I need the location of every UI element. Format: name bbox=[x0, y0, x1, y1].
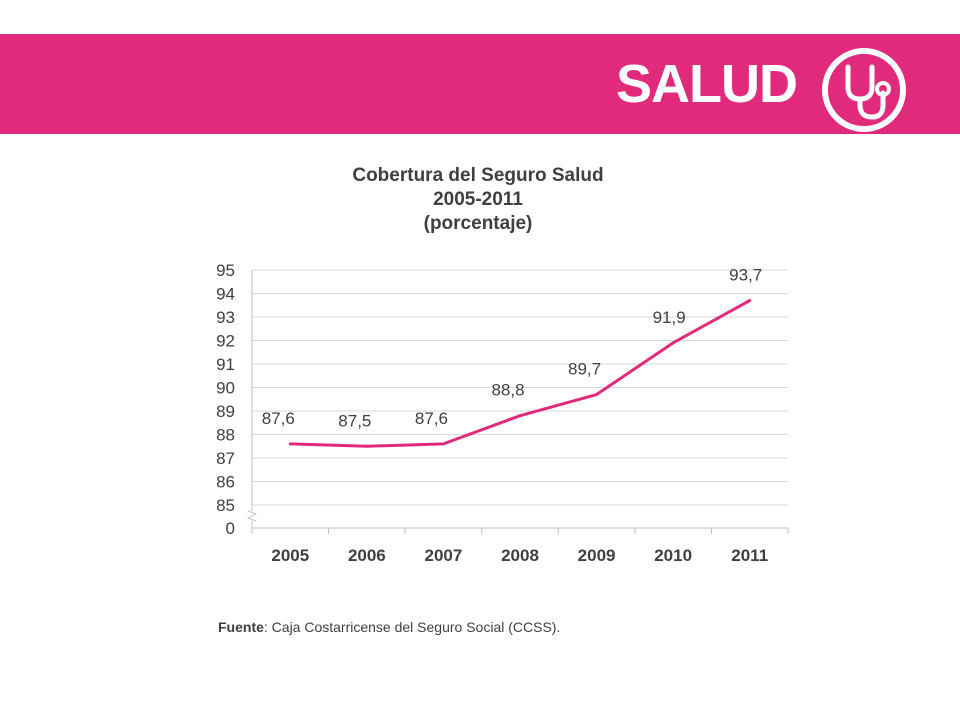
y-tick-label: 0 bbox=[226, 519, 235, 538]
y-tick-label: 85 bbox=[216, 496, 235, 515]
x-tick-label: 2008 bbox=[501, 546, 539, 565]
y-tick-label: 93 bbox=[216, 308, 235, 327]
x-tick-label: 2007 bbox=[425, 546, 463, 565]
x-tick-label: 2010 bbox=[654, 546, 692, 565]
data-label: 87,6 bbox=[415, 409, 448, 428]
data-label: 91,9 bbox=[653, 308, 686, 327]
data-point bbox=[441, 442, 445, 446]
data-label: 87,5 bbox=[338, 411, 371, 430]
data-point bbox=[595, 393, 599, 397]
y-tick-label: 92 bbox=[216, 332, 235, 351]
chart-title: Cobertura del Seguro Salud 2005-2011 (po… bbox=[300, 164, 656, 236]
y-tick-label: 91 bbox=[216, 355, 235, 374]
source-text: : Caja Costarricense del Seguro Social (… bbox=[263, 619, 561, 635]
y-tick-label: 94 bbox=[216, 285, 235, 304]
data-label: 88,8 bbox=[491, 381, 524, 400]
chart-title-line-3: (porcentaje) bbox=[423, 213, 533, 234]
y-tick-label: 95 bbox=[216, 261, 235, 280]
data-label: 93,7 bbox=[729, 266, 762, 285]
y-tick-label: 87 bbox=[216, 449, 235, 468]
data-point bbox=[671, 341, 675, 345]
source-label: Fuente bbox=[218, 619, 264, 635]
data-point bbox=[365, 444, 369, 448]
x-tick-label: 2005 bbox=[271, 546, 309, 565]
x-tick-label: 2011 bbox=[731, 546, 768, 565]
data-point bbox=[518, 414, 522, 418]
chart-title-line-2: 2005-2011 bbox=[433, 189, 523, 210]
x-tick-label: 2009 bbox=[578, 546, 616, 565]
stethoscope-icon bbox=[822, 48, 906, 132]
data-label: 87,6 bbox=[262, 409, 295, 428]
chart-title-line-1: Cobertura del Seguro Salud bbox=[352, 165, 604, 186]
source-note: Fuente: Caja Costarricense del Seguro So… bbox=[218, 619, 560, 635]
axis-break-mark bbox=[246, 510, 258, 522]
data-label: 89,7 bbox=[568, 360, 601, 379]
y-tick-label: 88 bbox=[216, 426, 235, 445]
header-banner bbox=[0, 34, 960, 134]
x-tick-label: 2006 bbox=[348, 546, 386, 565]
y-tick-label: 90 bbox=[216, 379, 235, 398]
data-point bbox=[748, 299, 752, 303]
y-tick-label: 89 bbox=[216, 402, 235, 421]
brand-title: SALUD bbox=[616, 54, 798, 114]
data-point bbox=[288, 442, 292, 446]
y-tick-label: 86 bbox=[216, 473, 235, 492]
